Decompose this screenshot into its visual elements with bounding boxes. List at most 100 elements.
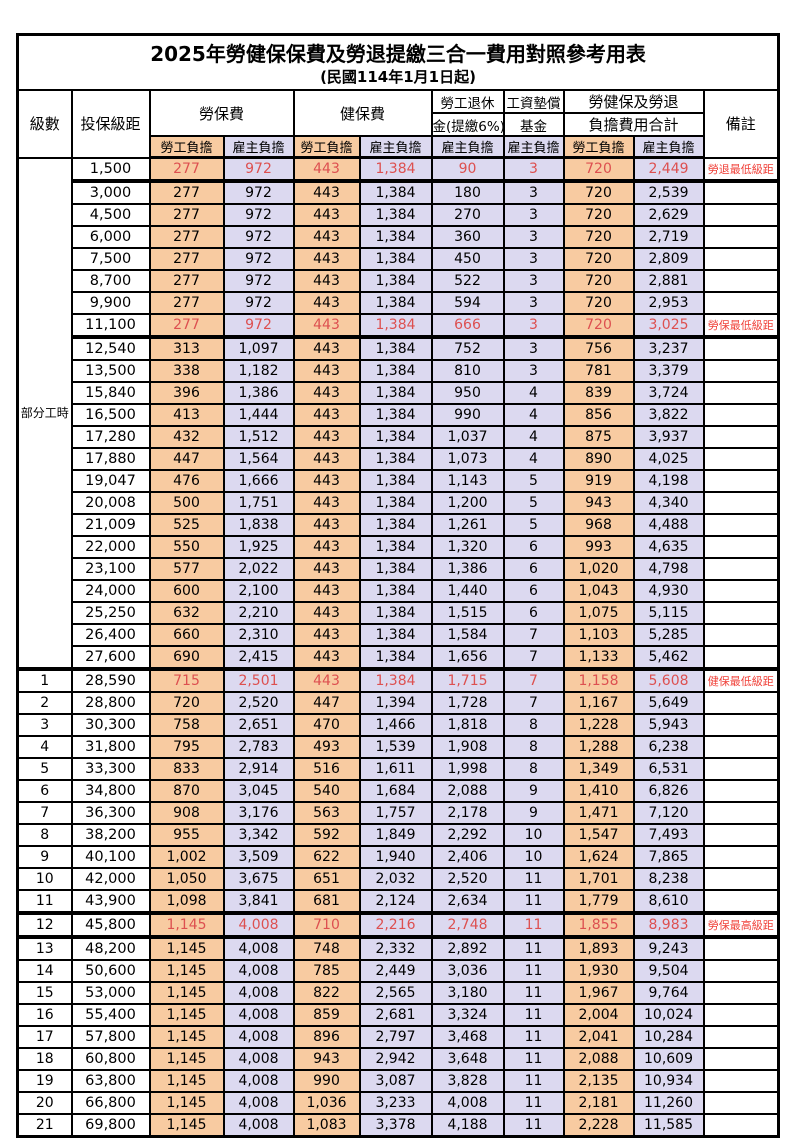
labor-employee-cell: 1,145 [148, 936, 225, 961]
labor-employer-cell: 972 [222, 225, 295, 249]
labor-employer-cell: 1,097 [222, 336, 295, 361]
col-header-note: 備註 [702, 89, 780, 159]
total-employer-cell: 5,462 [632, 645, 705, 671]
insured-bracket-cell: 69,800 [70, 1113, 151, 1138]
total-employee-cell: 2,041 [562, 1025, 635, 1049]
total-employer-cell: 5,649 [632, 691, 705, 715]
total-employer-cell: 6,826 [632, 779, 705, 803]
labor-employee-cell: 277 [148, 156, 225, 183]
health-employee-cell: 443 [292, 359, 361, 383]
table-row: 13 48,200 1,145 4,008 748 2,332 2,892 11 1,893 9,… [16, 936, 780, 961]
labor-employer-cell: 3,045 [222, 779, 295, 803]
pension-employer-cell: 2,748 [430, 912, 505, 939]
note-cell [702, 1003, 780, 1027]
health-employee-cell: 443 [292, 557, 361, 581]
labor-employer-cell: 2,022 [222, 557, 295, 581]
labor-employer-cell: 3,509 [222, 845, 295, 869]
level-number-cell: 17 [16, 1025, 73, 1049]
labor-employer-cell: 4,008 [222, 1091, 295, 1115]
labor-employee-cell: 1,145 [148, 1091, 225, 1115]
labor-employer-cell: 2,210 [222, 601, 295, 625]
note-cell [702, 713, 780, 737]
note-cell [702, 1047, 780, 1071]
labor-employee-cell: 277 [148, 180, 225, 205]
health-employee-cell: 443 [292, 645, 361, 671]
table-row: 11 43,900 1,098 3,841 681 2,124 2,634 11 1,779 8,… [16, 889, 780, 915]
note-cell [702, 936, 780, 961]
pension-employer-cell: 1,728 [430, 691, 505, 715]
health-employer-cell: 3,233 [358, 1091, 433, 1115]
labor-employee-cell: 1,145 [148, 981, 225, 1005]
pension-employer-cell: 1,440 [430, 579, 505, 603]
health-employer-cell: 2,942 [358, 1047, 433, 1071]
labor-employee-cell: 413 [148, 403, 225, 427]
labor-employee-cell: 660 [148, 623, 225, 647]
labor-employee-cell: 1,145 [148, 912, 225, 939]
labor-employer-cell: 1,512 [222, 425, 295, 449]
total-employee-cell: 1,410 [562, 779, 635, 803]
table-row: 7,500 277 972 443 1,384 450 3 720 2,809 [18, 247, 780, 271]
wage-fund-employer-cell: 3 [502, 336, 565, 361]
level-number-cell: 2 [16, 691, 73, 715]
insured-bracket-cell: 40,100 [70, 845, 151, 869]
health-employer-cell: 2,216 [358, 912, 433, 939]
pension-employer-cell: 950 [430, 381, 505, 405]
subheader-health-employee: 勞工負擔 [292, 135, 361, 159]
wage-fund-employer-cell: 11 [502, 1025, 565, 1049]
health-employee-cell: 990 [292, 1069, 361, 1093]
note-cell [702, 469, 780, 493]
labor-employer-cell: 4,008 [222, 1003, 295, 1027]
table-row: 17,280 432 1,512 443 1,384 1,037 4 875 3,937 [18, 425, 780, 449]
total-employee-cell: 993 [562, 535, 635, 559]
health-employee-cell: 943 [292, 1047, 361, 1071]
health-employer-cell: 1,539 [358, 735, 433, 759]
total-employer-cell: 4,635 [632, 535, 705, 559]
total-employee-cell: 1,855 [562, 912, 635, 939]
total-employee-cell: 720 [562, 156, 635, 183]
health-employee-cell: 822 [292, 981, 361, 1005]
health-employer-cell: 1,384 [358, 623, 433, 647]
pension-employer-cell: 594 [430, 291, 505, 315]
total-employer-cell: 11,260 [632, 1091, 705, 1115]
note-cell [702, 203, 780, 227]
pension-employer-cell: 360 [430, 225, 505, 249]
wage-fund-employer-cell: 3 [502, 203, 565, 227]
labor-employer-cell: 4,008 [222, 1069, 295, 1093]
total-employer-cell: 4,340 [632, 491, 705, 515]
level-number-cell: 6 [16, 779, 73, 803]
total-employer-cell: 10,934 [632, 1069, 705, 1093]
health-employee-cell: 443 [292, 180, 361, 205]
subheader-labor-employee: 勞工負擔 [148, 135, 225, 159]
subheader-total-employer: 雇主負擔 [632, 135, 705, 159]
total-employer-cell: 7,493 [632, 823, 705, 847]
wage-fund-employer-cell: 11 [502, 1091, 565, 1115]
wage-fund-employer-cell: 5 [502, 469, 565, 493]
pension-employer-cell: 810 [430, 359, 505, 383]
wage-fund-employer-cell: 3 [502, 269, 565, 293]
health-employee-cell: 443 [292, 513, 361, 537]
insured-bracket-cell: 19,047 [70, 469, 151, 493]
health-employee-cell: 443 [292, 579, 361, 603]
table-row: 20 66,800 1,145 4,008 1,036 3,233 4,008 11 2,181… [16, 1091, 780, 1115]
table-row: 1 28,590 715 2,501 443 1,384 1,715 7 1,158 5,608 健… [16, 668, 780, 693]
health-employer-cell: 1,384 [358, 381, 433, 405]
table-body: 部分工時 1,500 277 972 443 1,384 90 3 720 2,449 勞退最低級距… [16, 156, 780, 1138]
health-employee-cell: 443 [292, 668, 361, 693]
labor-employer-cell: 4,008 [222, 1047, 295, 1071]
labor-employee-cell: 447 [148, 447, 225, 471]
health-employee-cell: 748 [292, 936, 361, 961]
wage-fund-employer-cell: 9 [502, 779, 565, 803]
note-cell [702, 359, 780, 383]
wage-fund-employer-cell: 5 [502, 491, 565, 515]
insured-bracket-cell: 26,400 [70, 623, 151, 647]
labor-employee-cell: 690 [148, 645, 225, 671]
pension-employer-cell: 990 [430, 403, 505, 427]
insured-bracket-cell: 36,300 [70, 801, 151, 825]
health-employee-cell: 443 [292, 623, 361, 647]
labor-employee-cell: 550 [148, 535, 225, 559]
header-row-1: 級數 投保級距 勞保費 健保費 勞工退休 工資墊償 勞健保及勞退 備註 [16, 89, 780, 159]
insured-bracket-cell: 27,600 [70, 645, 151, 671]
pension-employer-cell: 522 [430, 269, 505, 293]
wage-fund-employer-cell: 11 [502, 936, 565, 961]
wage-fund-employer-cell: 5 [502, 513, 565, 537]
